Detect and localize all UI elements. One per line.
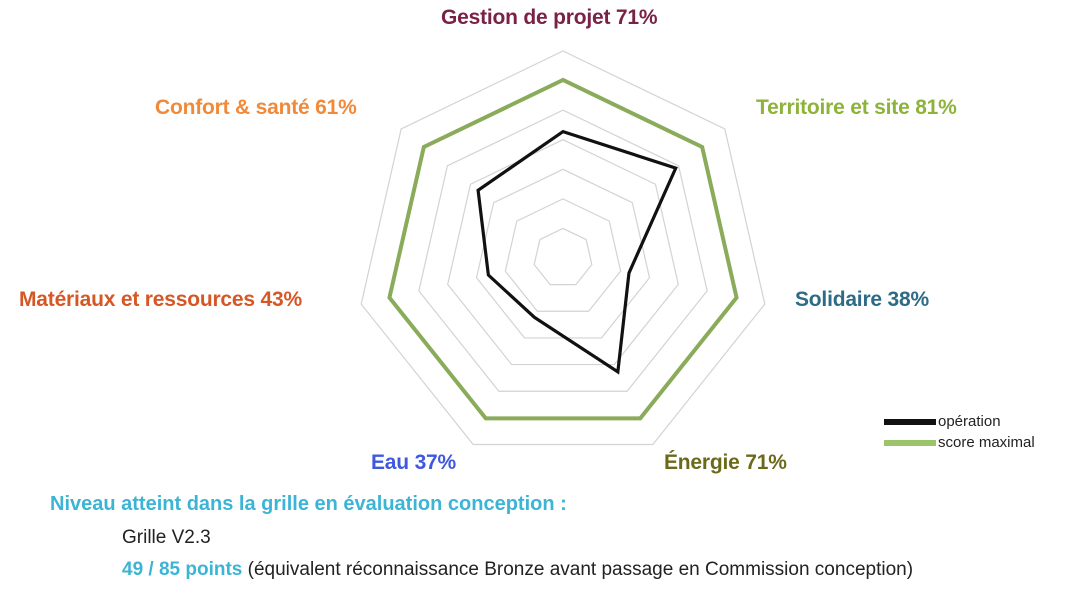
axis-label-percent: 71% [615,6,658,29]
axis-label: Énergie 71% [664,451,787,475]
axis-label-name: Solidaire [795,288,888,311]
points-score: 49 / 85 points [122,559,243,580]
legend-item-operation: opération [884,411,1035,432]
legend-swatch-max [884,439,936,446]
grid-version: Grille V2.3 [122,527,211,548]
axis-label-name: Gestion de projet [441,6,616,29]
legend-label-operation: opération [938,413,1001,430]
series-line-max [387,77,739,421]
axis-label-name: Matériaux et ressources [19,288,261,311]
axis-label: Solidaire 38% [795,288,929,312]
grid-ring [418,109,708,392]
points-note: (équivalent réconnaissance Bronze avant … [242,559,914,580]
axis-label: Matériaux et ressources 43% [19,288,302,312]
axis-label: Confort & santé 61% [155,96,357,120]
axis-label-name: Territoire et site [756,96,916,119]
legend-item-max: score maximal [884,432,1035,453]
axis-label: Territoire et site 81% [756,96,957,120]
grid-ring [447,139,679,366]
axis-label-name: Confort & santé [155,96,316,119]
axis-label: Gestion de projet 71% [441,6,658,30]
axis-label: Eau 37% [371,451,456,475]
legend: opération score maximal [884,411,1035,453]
axis-label-name: Eau [371,451,415,474]
axis-label-percent: 61% [315,96,357,119]
series-line-operation [476,129,678,375]
legend-swatch-operation [884,418,936,425]
grid-ring [504,198,622,312]
points-line: 49 / 85 points (équivalent réconnaissanc… [122,559,913,581]
axis-label-percent: 43% [260,288,303,311]
axis-label-percent: 71% [745,451,787,474]
axis-label-percent: 37% [414,451,457,474]
axis-label-name: Énergie [664,451,746,474]
legend-label-max: score maximal [938,434,1035,451]
footer-title: Niveau atteint dans la grille en évaluat… [50,493,567,515]
grid-ring [360,50,766,446]
axis-label-percent: 81% [915,96,957,119]
grid-ring [533,227,593,286]
axis-label-percent: 38% [887,288,930,311]
